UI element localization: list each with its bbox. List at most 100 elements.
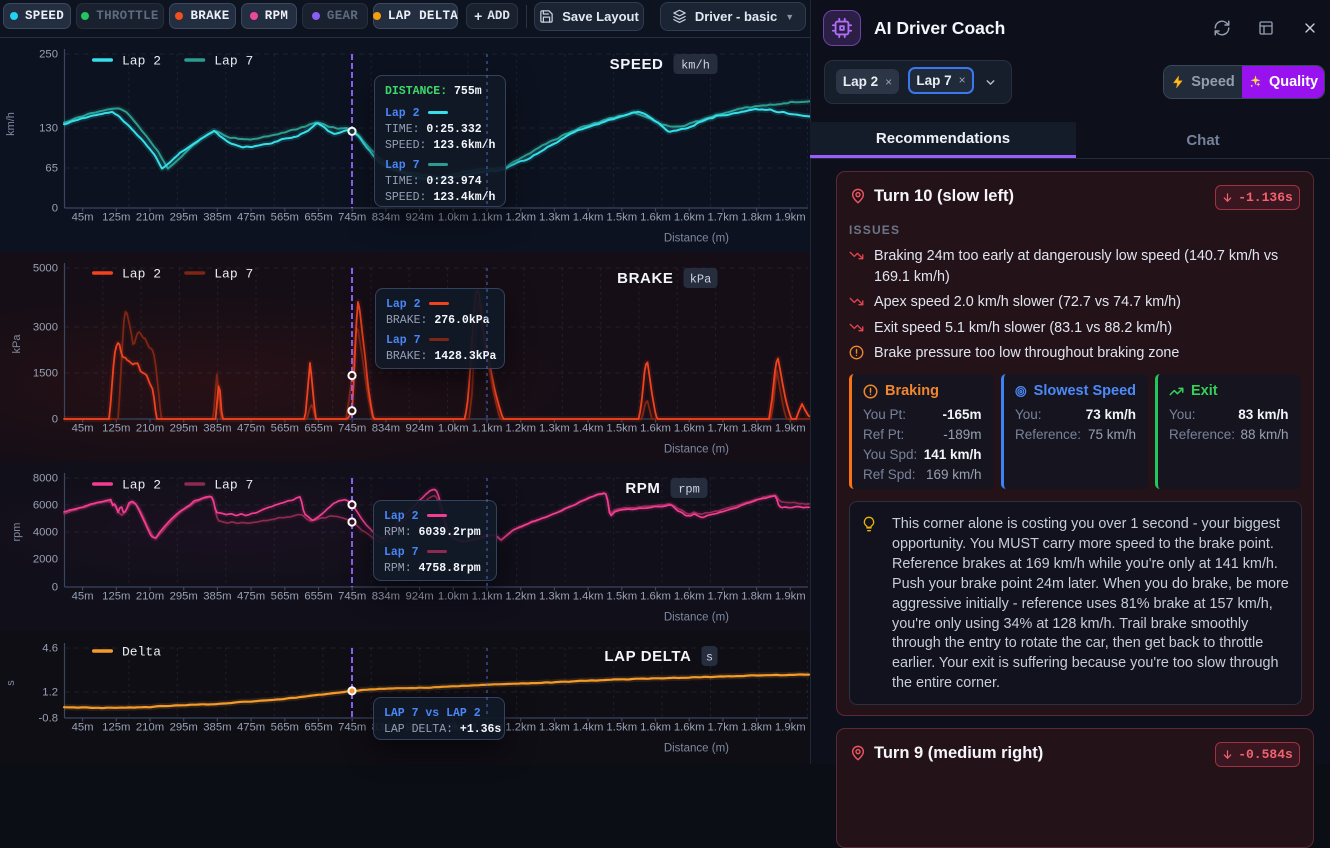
svg-text:125m: 125m	[102, 212, 130, 224]
svg-text:Lap 2: Lap 2	[122, 478, 161, 493]
svg-text:6000: 6000	[33, 500, 58, 512]
svg-text:0: 0	[52, 203, 58, 215]
svg-text:1.2km: 1.2km	[505, 423, 536, 435]
svg-text:1.5km: 1.5km	[606, 591, 637, 603]
svg-text:1.2km: 1.2km	[505, 212, 536, 224]
svg-text:1.5km: 1.5km	[606, 722, 637, 734]
svg-text:0: 0	[52, 582, 58, 594]
svg-text:1.2km: 1.2km	[505, 591, 536, 603]
svg-text:s: s	[706, 651, 713, 665]
svg-text:rpm: rpm	[678, 483, 700, 497]
svg-text:924m: 924m	[405, 212, 433, 224]
svg-text:385m: 385m	[203, 423, 231, 435]
svg-text:Distance (m): Distance (m)	[664, 612, 729, 624]
svg-text:45m: 45m	[72, 423, 94, 435]
svg-text:1.7km: 1.7km	[708, 212, 739, 224]
svg-text:834m: 834m	[372, 591, 400, 603]
svg-text:-0.8: -0.8	[39, 713, 58, 725]
svg-text:1.5km: 1.5km	[606, 212, 637, 224]
svg-text:Distance (m): Distance (m)	[664, 743, 729, 755]
svg-text:1.3km: 1.3km	[539, 212, 570, 224]
svg-text:2000: 2000	[33, 554, 58, 566]
svg-text:1.3km: 1.3km	[539, 591, 570, 603]
svg-text:1.0km: 1.0km	[438, 591, 469, 603]
svg-text:Lap 7: Lap 7	[214, 267, 253, 282]
svg-text:250: 250	[39, 49, 58, 61]
svg-text:km/h: km/h	[5, 112, 17, 136]
svg-text:1.4km: 1.4km	[573, 423, 604, 435]
svg-text:295m: 295m	[170, 591, 198, 603]
svg-text:745m: 745m	[338, 722, 366, 734]
svg-text:1.1km: 1.1km	[472, 591, 503, 603]
svg-text:1.3km: 1.3km	[539, 423, 570, 435]
svg-text:1.3km: 1.3km	[539, 722, 570, 734]
svg-text:1.6km: 1.6km	[674, 722, 705, 734]
svg-text:0: 0	[52, 414, 58, 426]
svg-text:565m: 565m	[271, 722, 299, 734]
svg-text:1.2km: 1.2km	[505, 722, 536, 734]
svg-text:1.0km: 1.0km	[438, 212, 469, 224]
svg-text:Distance (m): Distance (m)	[664, 233, 729, 245]
svg-text:1.2: 1.2	[42, 687, 58, 699]
svg-text:Distance (m): Distance (m)	[664, 444, 729, 456]
svg-text:565m: 565m	[271, 591, 299, 603]
svg-text:125m: 125m	[102, 423, 130, 435]
svg-text:8000: 8000	[33, 473, 58, 485]
svg-text:655m: 655m	[304, 212, 332, 224]
svg-text:45m: 45m	[72, 722, 94, 734]
svg-text:LAP DELTA: LAP DELTA	[604, 648, 691, 665]
svg-text:1.9km: 1.9km	[775, 722, 806, 734]
svg-text:475m: 475m	[237, 423, 265, 435]
svg-text:475m: 475m	[237, 591, 265, 603]
svg-text:1.4km: 1.4km	[573, 722, 604, 734]
svg-text:475m: 475m	[237, 212, 265, 224]
svg-text:924m: 924m	[405, 423, 433, 435]
svg-text:1.1km: 1.1km	[472, 212, 503, 224]
svg-text:Lap 7: Lap 7	[214, 54, 253, 69]
svg-text:1.6km: 1.6km	[640, 591, 671, 603]
svg-text:kPa: kPa	[690, 273, 712, 287]
svg-text:SPEED: SPEED	[610, 56, 664, 73]
svg-text:1.6km: 1.6km	[674, 212, 705, 224]
svg-text:655m: 655m	[304, 722, 332, 734]
svg-text:5000: 5000	[33, 263, 58, 275]
svg-text:834m: 834m	[372, 423, 400, 435]
svg-text:1.7km: 1.7km	[708, 722, 739, 734]
svg-text:1.7km: 1.7km	[708, 591, 739, 603]
svg-text:125m: 125m	[102, 591, 130, 603]
svg-text:s: s	[5, 680, 17, 686]
svg-text:295m: 295m	[170, 722, 198, 734]
svg-text:745m: 745m	[338, 591, 366, 603]
svg-text:125m: 125m	[102, 722, 130, 734]
svg-text:210m: 210m	[136, 591, 164, 603]
svg-text:1.7km: 1.7km	[708, 423, 739, 435]
svg-text:565m: 565m	[271, 212, 299, 224]
svg-text:45m: 45m	[72, 212, 94, 224]
svg-text:1500: 1500	[33, 368, 58, 380]
svg-text:1.9km: 1.9km	[775, 591, 806, 603]
svg-text:1.5km: 1.5km	[606, 423, 637, 435]
svg-text:385m: 385m	[203, 212, 231, 224]
svg-text:295m: 295m	[170, 423, 198, 435]
svg-text:4.6: 4.6	[42, 643, 58, 655]
svg-text:BRAKE: BRAKE	[617, 270, 673, 287]
svg-text:Lap 7: Lap 7	[214, 478, 253, 493]
svg-text:Lap 2: Lap 2	[122, 267, 161, 282]
svg-text:210m: 210m	[136, 722, 164, 734]
svg-text:295m: 295m	[170, 212, 198, 224]
svg-text:1.6km: 1.6km	[640, 212, 671, 224]
svg-text:4000: 4000	[33, 527, 58, 539]
svg-text:1.8km: 1.8km	[741, 722, 772, 734]
svg-text:kPa: kPa	[11, 334, 23, 354]
svg-text:745m: 745m	[338, 423, 366, 435]
svg-text:385m: 385m	[203, 722, 231, 734]
svg-text:834m: 834m	[372, 212, 400, 224]
svg-text:1.9km: 1.9km	[775, 423, 806, 435]
svg-text:km/h: km/h	[681, 59, 710, 73]
svg-text:1.6km: 1.6km	[640, 423, 671, 435]
svg-text:385m: 385m	[203, 591, 231, 603]
svg-text:rpm: rpm	[11, 523, 23, 542]
svg-text:210m: 210m	[136, 423, 164, 435]
svg-text:3000: 3000	[33, 322, 58, 334]
svg-text:210m: 210m	[136, 212, 164, 224]
